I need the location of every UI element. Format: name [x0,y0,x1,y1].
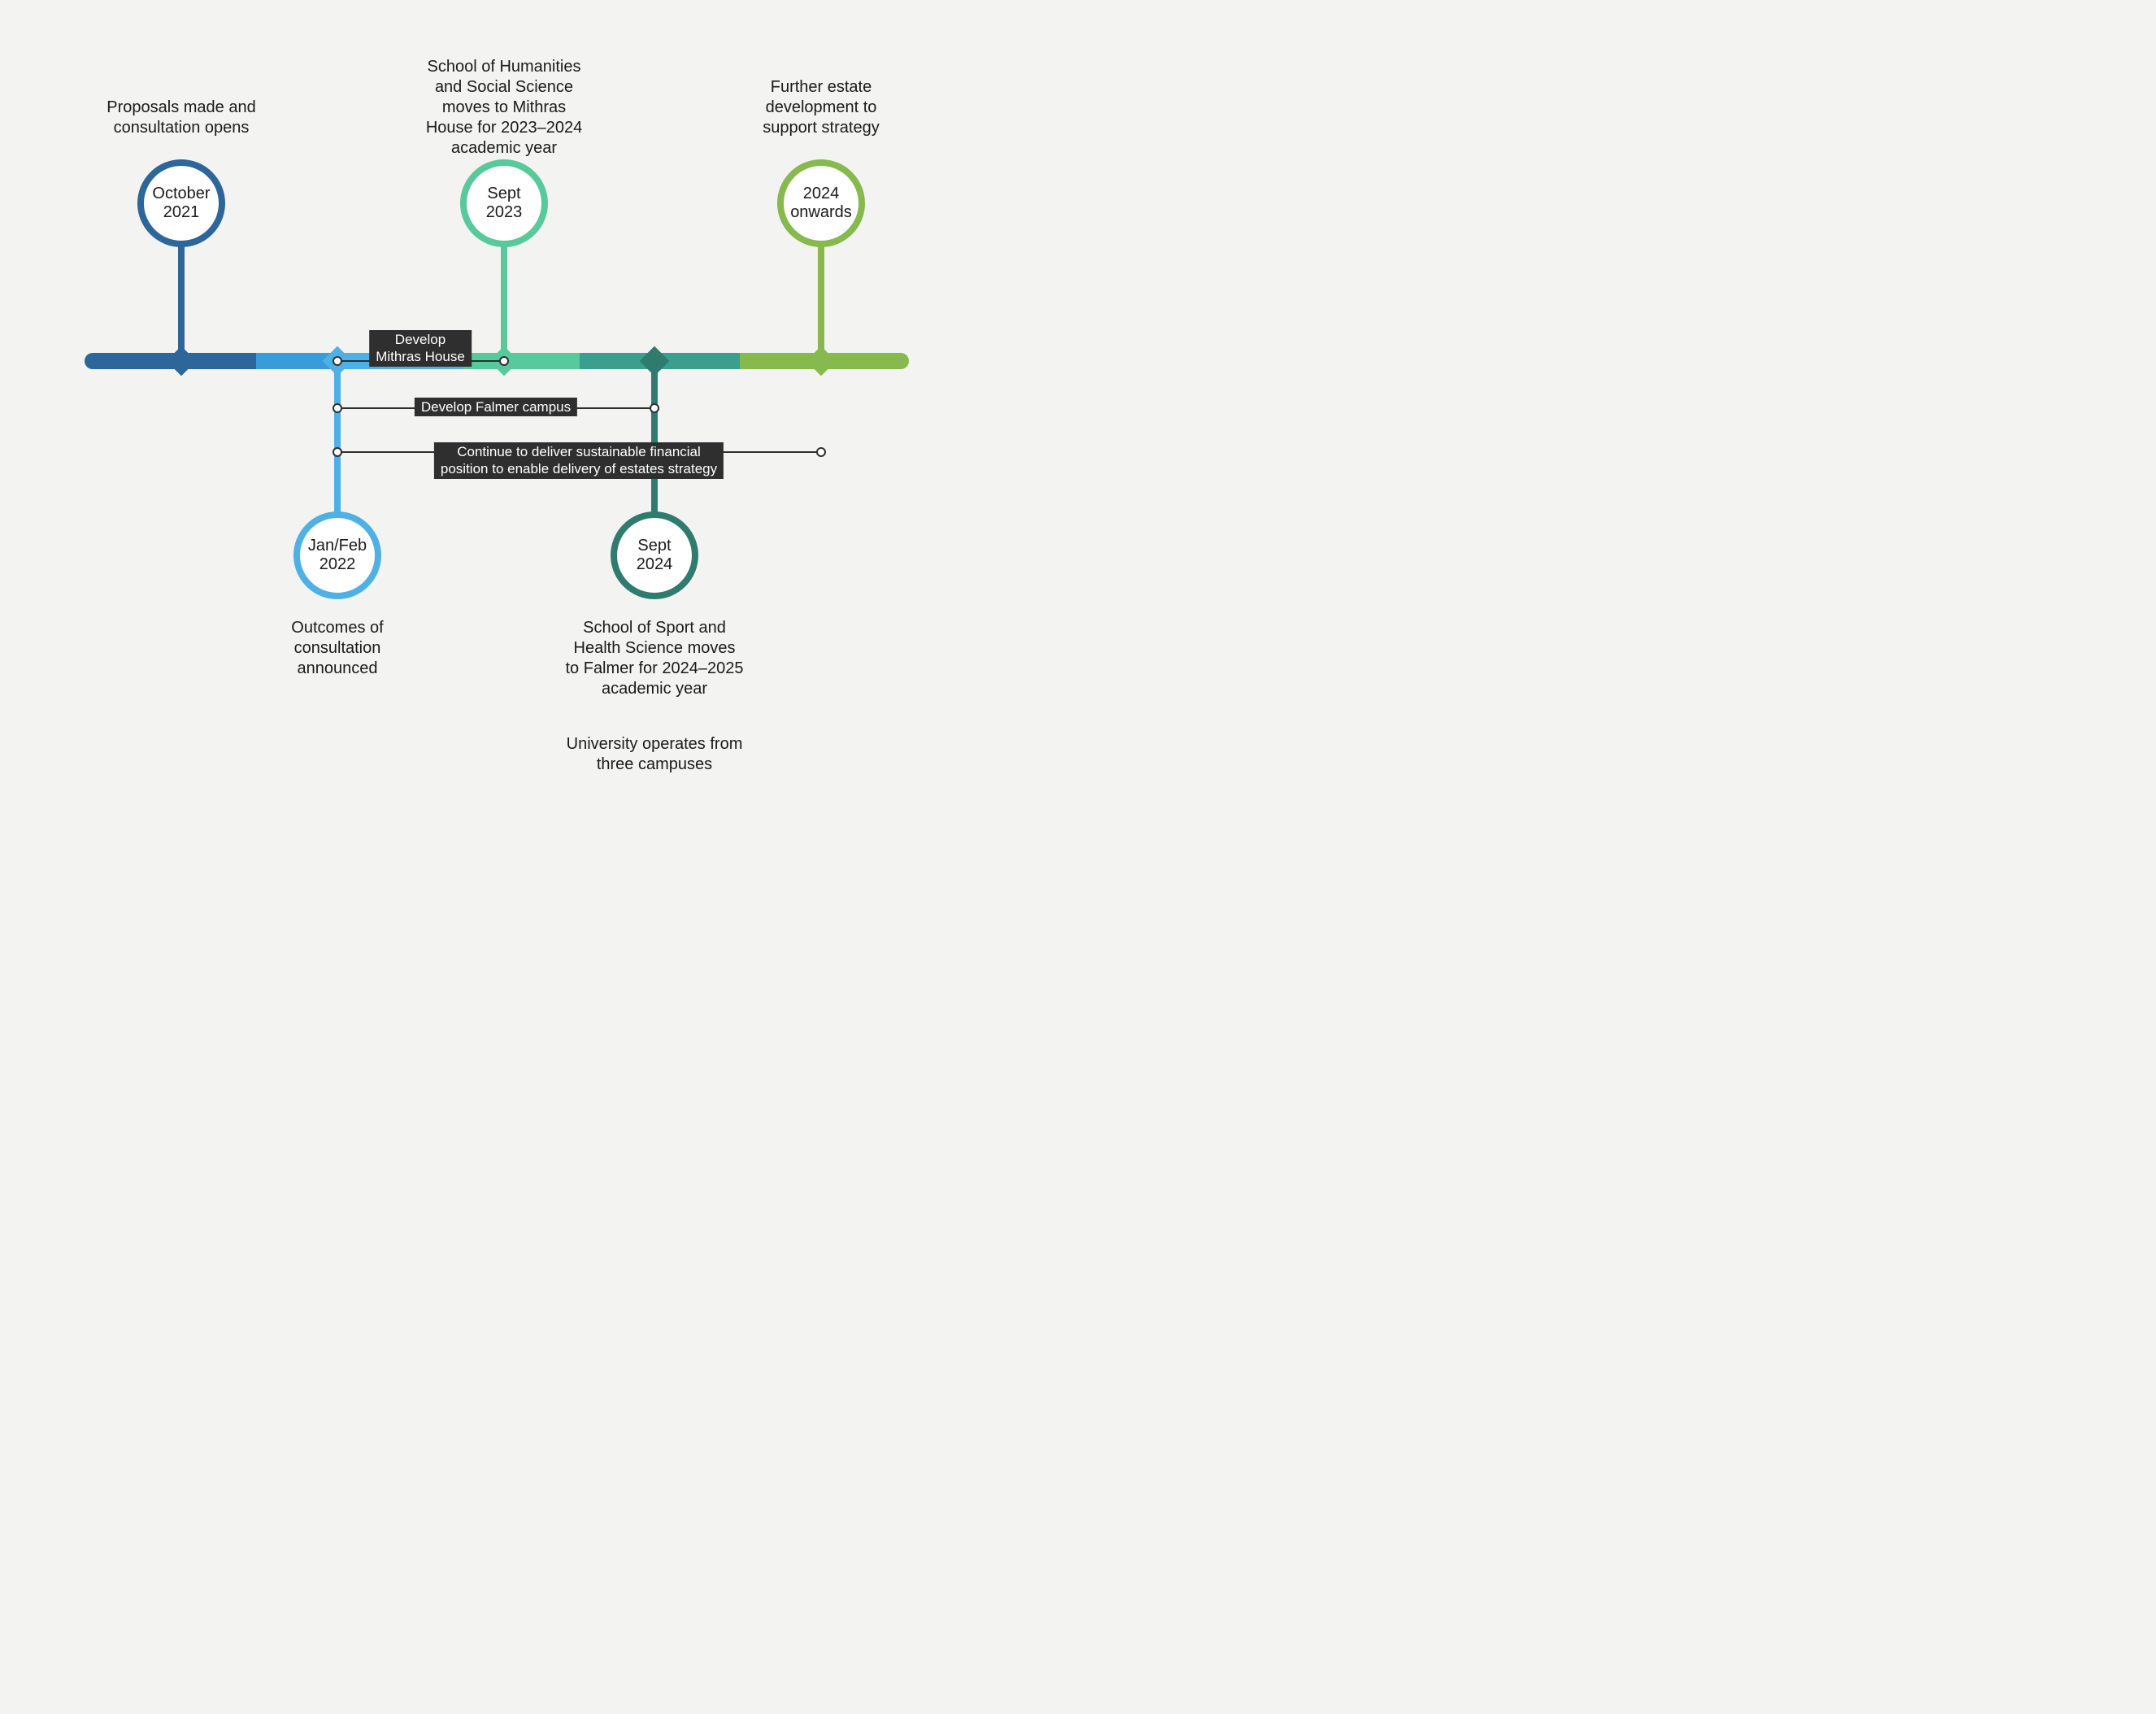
diamond-sept-2024 [640,346,670,376]
circle-date-sept-2023: Sept2023 [486,185,523,222]
diamond-oct-2021 [167,346,197,376]
label-sept-2024: School of Sport andHealth Science movest… [549,618,760,775]
stem-sept-2023 [501,244,507,355]
span-dot-falmer-r [650,403,659,413]
stem-sept-2024 [651,368,658,515]
span-dot-financial-r [816,447,826,457]
stem-2024-onwards [818,244,824,355]
circle-jan-feb-2022: Jan/Feb2022 [293,511,381,599]
circle-sept-2023: Sept2023 [460,159,548,247]
circle-date-2024-onwards: 2024onwards [790,185,852,222]
span-label-falmer: Develop Falmer campus [415,398,577,416]
span-dot-mithras-r [499,356,509,366]
span-label-mithras: DevelopMithras House [369,330,472,367]
label-2024-onwards: Further estatedevelopment tosupport stra… [740,77,902,138]
label-oct-2021: Proposals made andconsultation opens [92,98,271,138]
span-label-financial: Continue to deliver sustainable financia… [434,442,724,479]
circle-sept-2024: Sept2024 [611,511,698,599]
label-jan-feb-2022: Outcomes ofconsultationannounced [256,618,419,679]
circle-date-jan-feb-2022: Jan/Feb2022 [308,537,367,574]
circle-date-sept-2024: Sept2024 [637,537,673,574]
diamond-2024-onwards [806,346,837,376]
span-dot-falmer-l [333,403,342,413]
stem-oct-2021 [178,244,185,355]
span-dot-financial-l [333,447,342,457]
stem-jan-feb-2022 [334,368,341,515]
timeline-canvas: October2021 Proposals made andconsultati… [0,0,1078,857]
span-dot-mithras-l [333,356,342,366]
circle-oct-2021: October2021 [137,159,225,247]
label-sept-2023: School of Humanitiesand Social Sciencemo… [402,57,606,159]
circle-date-oct-2021: October2021 [152,185,210,222]
circle-2024-onwards: 2024onwards [777,159,865,247]
